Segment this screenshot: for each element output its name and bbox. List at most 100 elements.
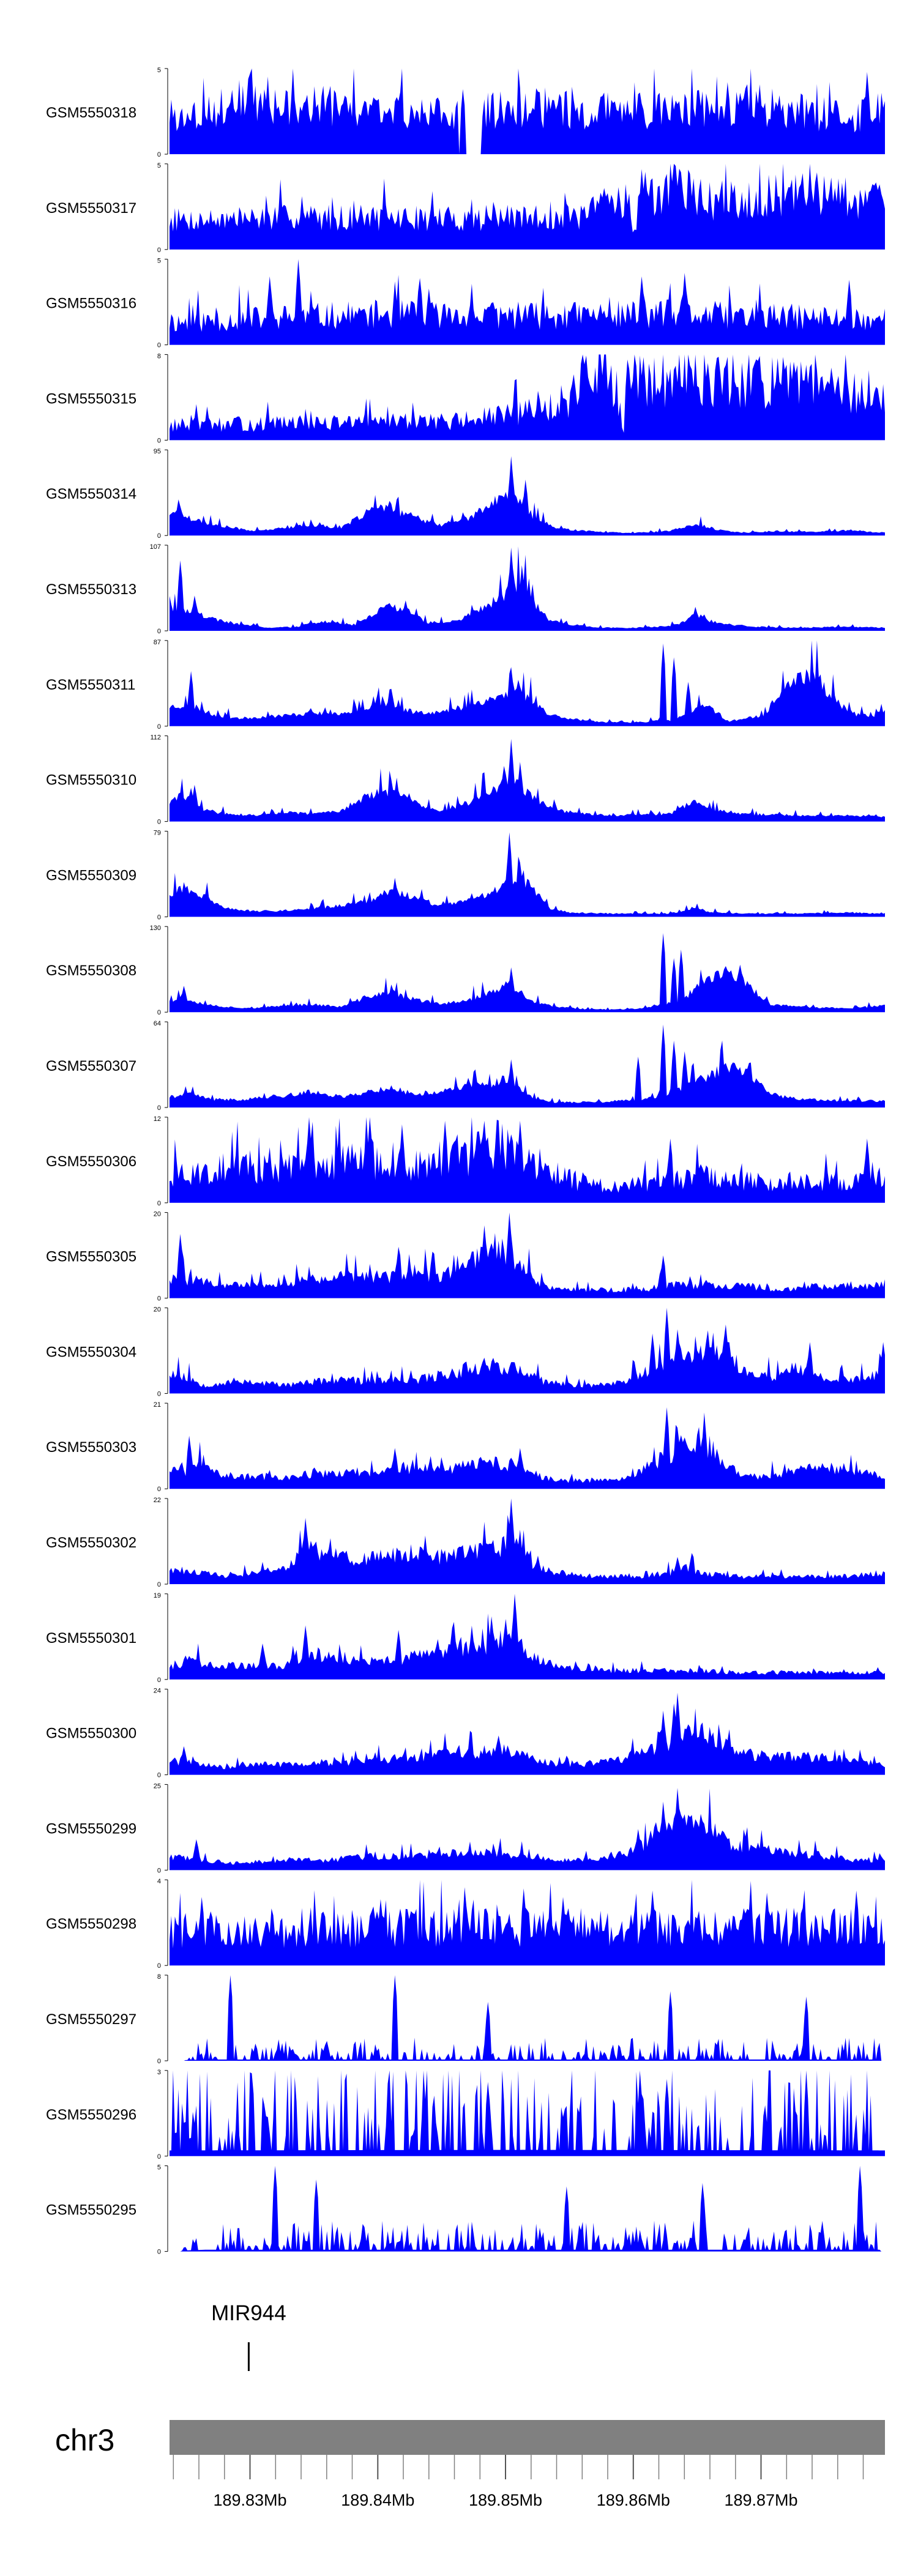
track-GSM5550296: GSM5550296 3 0 <box>46 2069 885 2161</box>
track-GSM5550304: GSM5550304 20 0 <box>46 1306 885 1398</box>
signal-area <box>170 1788 885 1871</box>
signal-area <box>170 1593 885 1680</box>
gene-annotation-track: MIR944 <box>211 2301 286 2371</box>
track-GSM5550307: GSM5550307 64 0 <box>46 1020 885 1112</box>
signal-area <box>170 163 885 250</box>
track-GSM5550306: GSM5550306 12 0 <box>46 1115 885 1207</box>
y-min-label: 0 <box>157 2058 161 2065</box>
y-max-label: 20 <box>154 1211 161 1218</box>
chromosome-label: chr3 <box>55 2423 114 2457</box>
chromosome-bar <box>170 2420 885 2455</box>
y-max-label: 4 <box>157 1878 161 1885</box>
x-tick-label: 189.84Mb <box>341 2491 414 2509</box>
track-GSM5550300: GSM5550300 24 0 <box>46 1688 885 1779</box>
y-min-label: 0 <box>157 532 161 540</box>
x-tick-label: 189.86Mb <box>597 2491 670 2509</box>
track-GSM5550297: GSM5550297 8 0 <box>46 1973 885 2065</box>
track-GSM5550315: GSM5550315 8 0 <box>46 352 885 444</box>
y-max-label: 112 <box>150 734 161 742</box>
y-max-label: 95 <box>154 448 161 455</box>
y-min-label: 0 <box>157 342 161 349</box>
y-max-label: 107 <box>150 543 161 551</box>
y-min-label: 0 <box>157 2249 161 2256</box>
track-label: GSM5550297 <box>46 2011 136 2028</box>
signal-area <box>170 354 885 441</box>
y-max-label: 5 <box>157 67 161 74</box>
x-tick-label: 189.87Mb <box>724 2491 797 2509</box>
x-tick-label: 189.85Mb <box>469 2491 542 2509</box>
signal-area <box>170 259 885 345</box>
y-max-label: 5 <box>157 258 161 265</box>
track-label: GSM5550311 <box>46 677 135 693</box>
y-max-label: 25 <box>154 1782 161 1790</box>
signal-area <box>170 1407 885 1489</box>
track-label: GSM5550313 <box>46 581 136 598</box>
y-min-label: 0 <box>157 1390 161 1398</box>
signal-area <box>170 832 885 917</box>
track-GSM5550311: GSM5550311 87 0 <box>46 639 885 731</box>
y-max-label: 24 <box>154 1688 161 1695</box>
y-max-label: 64 <box>154 1020 161 1027</box>
y-max-label: 19 <box>154 1592 161 1599</box>
y-max-label: 20 <box>154 1306 161 1313</box>
track-label: GSM5550301 <box>46 1630 136 1647</box>
track-label: GSM5550304 <box>46 1344 136 1360</box>
track-GSM5550301: GSM5550301 19 0 <box>46 1592 885 1684</box>
y-min-label: 0 <box>157 1295 161 1303</box>
track-GSM5550303: GSM5550303 21 0 <box>46 1401 885 1493</box>
y-min-label: 0 <box>157 247 161 254</box>
x-tick-label: 189.83Mb <box>213 2491 286 2509</box>
track-label: GSM5550307 <box>46 1058 136 1074</box>
y-max-label: 3 <box>157 2069 161 2076</box>
track-label: GSM5550309 <box>46 867 136 884</box>
signal-area <box>170 933 885 1013</box>
track-label: GSM5550314 <box>46 486 136 502</box>
track-label: GSM5550302 <box>46 1535 136 1551</box>
y-min-label: 0 <box>157 2153 161 2161</box>
y-min-label: 0 <box>157 723 161 731</box>
track-label: GSM5550315 <box>46 390 136 407</box>
signal-area <box>170 739 885 822</box>
signal-area <box>170 1975 885 2061</box>
y-min-label: 0 <box>157 628 161 635</box>
track-label: GSM5550317 <box>46 200 136 217</box>
track-GSM5550308: GSM5550308 130 0 <box>46 925 885 1016</box>
track-label: GSM5550295 <box>46 2202 136 2219</box>
track-GSM5550317: GSM5550317 5 0 <box>46 162 885 254</box>
y-min-label: 0 <box>157 437 161 444</box>
y-min-label: 0 <box>157 1581 161 1588</box>
y-max-label: 79 <box>154 829 161 836</box>
signal-area <box>170 1212 885 1298</box>
y-min-label: 0 <box>157 1200 161 1207</box>
track-label: GSM5550296 <box>46 2107 136 2123</box>
y-min-label: 0 <box>157 819 161 826</box>
gene-label: MIR944 <box>211 2301 286 2325</box>
track-GSM5550314: GSM5550314 95 0 <box>46 448 885 540</box>
y-max-label: 130 <box>150 925 161 932</box>
y-max-label: 8 <box>157 352 161 360</box>
y-max-label: 8 <box>157 1973 161 1981</box>
track-label: GSM5550318 <box>46 105 136 121</box>
y-min-label: 0 <box>157 914 161 921</box>
y-min-label: 0 <box>157 1677 161 1684</box>
y-max-label: 22 <box>154 1497 161 1504</box>
y-min-label: 0 <box>157 1009 161 1016</box>
track-GSM5550298: GSM5550298 4 0 <box>46 1878 885 1970</box>
genomic-axis: 189.83Mb 189.84Mb 189.85Mb 189.86Mb 189.87Mb <box>173 2455 864 2509</box>
track-GSM5550310: GSM5550310 112 0 <box>46 734 885 826</box>
track-GSM5550313: GSM5550313 107 0 <box>46 543 885 635</box>
y-min-label: 0 <box>157 1486 161 1493</box>
y-min-label: 0 <box>157 1772 161 1779</box>
signal-area <box>170 456 885 536</box>
track-label: GSM5550300 <box>46 1725 136 1742</box>
y-max-label: 12 <box>154 1115 161 1123</box>
y-min-label: 0 <box>157 1867 161 1874</box>
track-GSM5550299: GSM5550299 25 0 <box>46 1782 885 1874</box>
y-max-label: 21 <box>154 1401 161 1409</box>
track-label: GSM5550298 <box>46 1916 136 1932</box>
signal-area <box>170 1308 885 1394</box>
signal-area <box>170 546 885 631</box>
track-GSM5550302: GSM5550302 22 0 <box>46 1497 885 1588</box>
signal-area <box>170 69 885 154</box>
